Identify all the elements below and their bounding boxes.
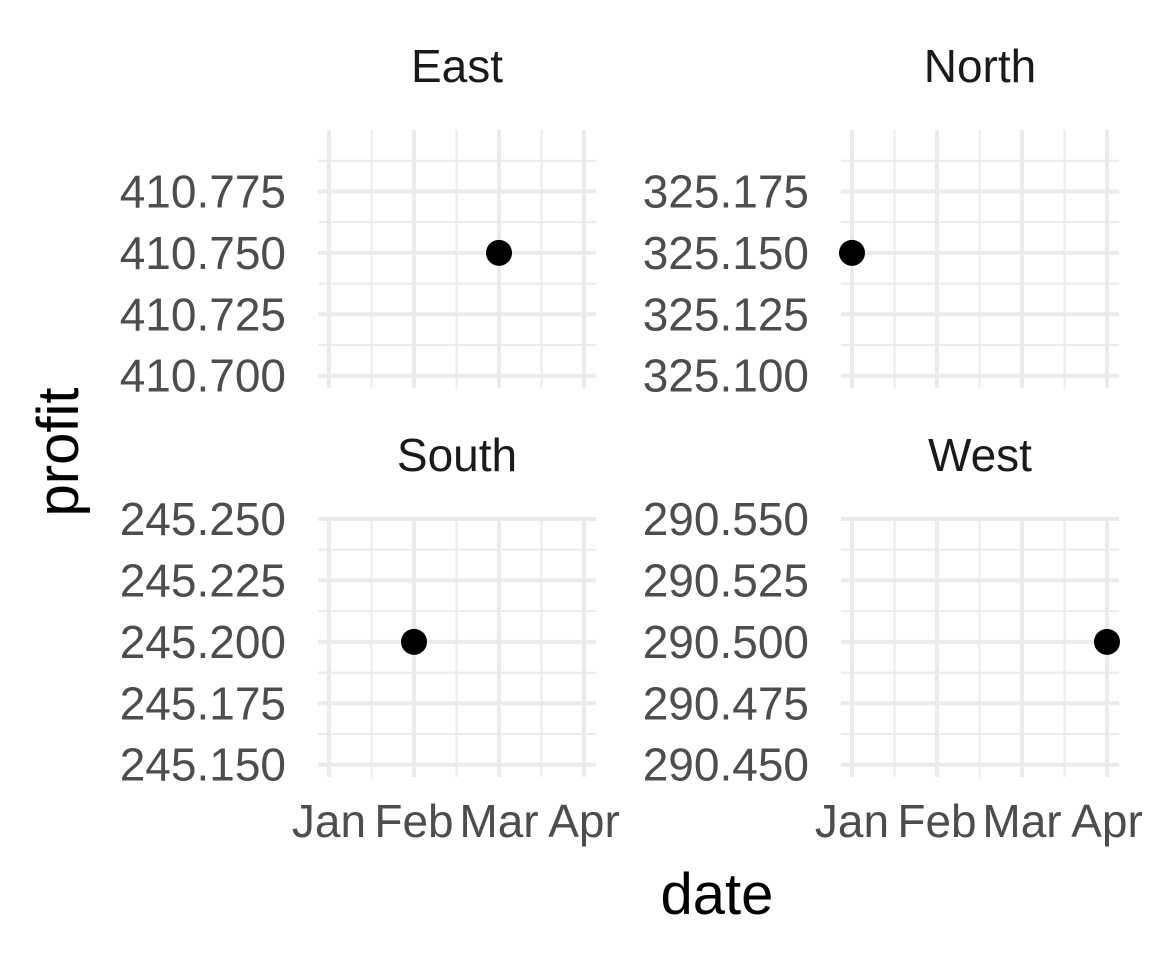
- facet-title-east: East: [411, 40, 503, 92]
- x-tick-label: Apr: [1071, 795, 1143, 847]
- x-tick-label: Jan: [815, 795, 889, 847]
- y-tick-label: 290.500: [643, 616, 809, 668]
- panel-east: 410.700 410.725 410.750 410.775 East: [120, 40, 596, 402]
- x-tick-label: Mar: [982, 795, 1061, 847]
- facet-title-west: West: [928, 429, 1032, 481]
- data-point: [401, 628, 427, 655]
- y-tick-label: 290.475: [643, 677, 809, 729]
- y-tick-label: 325.150: [643, 227, 809, 279]
- y-tick-label: 245.200: [120, 616, 286, 668]
- y-tick-label: 410.750: [120, 227, 286, 279]
- data-point: [839, 239, 865, 266]
- data-point: [486, 239, 512, 266]
- x-tick-label: Apr: [548, 795, 620, 847]
- y-tick-label: 290.525: [643, 554, 809, 606]
- y-tick-label: 290.550: [643, 493, 809, 545]
- y-tick-label: 410.700: [120, 350, 286, 402]
- x-tick-label: Jan: [292, 795, 366, 847]
- y-tick-label: 245.225: [120, 554, 286, 606]
- x-axis-title: date: [661, 862, 774, 927]
- y-tick-label: 410.775: [120, 165, 286, 217]
- y-tick-label: 245.250: [120, 493, 286, 545]
- facet-panels: 410.700410.725410.750410.775East325.1003…: [120, 40, 1143, 847]
- data-point: [1094, 628, 1120, 655]
- x-tick-label: Feb: [897, 795, 976, 847]
- y-tick-label: 325.125: [643, 288, 809, 340]
- facet-title-north: North: [924, 40, 1036, 92]
- y-tick-label: 245.150: [120, 739, 286, 791]
- y-tick-label: 325.100: [643, 350, 809, 402]
- panel-north: 325.100 325.125 325.150 325.175 North: [643, 40, 1119, 402]
- facet-title-south: South: [397, 429, 517, 481]
- y-tick-label: 245.175: [120, 677, 286, 729]
- panel-south: 245.150 245.175 245.200 245.225 245.250 South…: [120, 429, 620, 847]
- y-tick-label: 290.450: [643, 739, 809, 791]
- y-tick-label: 410.725: [120, 288, 286, 340]
- y-tick-label: 325.175: [643, 165, 809, 217]
- panel-west: 290.450 290.475 290.500 290.525 290.550 West J…: [643, 429, 1143, 847]
- y-axis-title: profit: [26, 388, 91, 517]
- x-tick-label: Mar: [459, 795, 538, 847]
- x-tick-label: Feb: [374, 795, 453, 847]
